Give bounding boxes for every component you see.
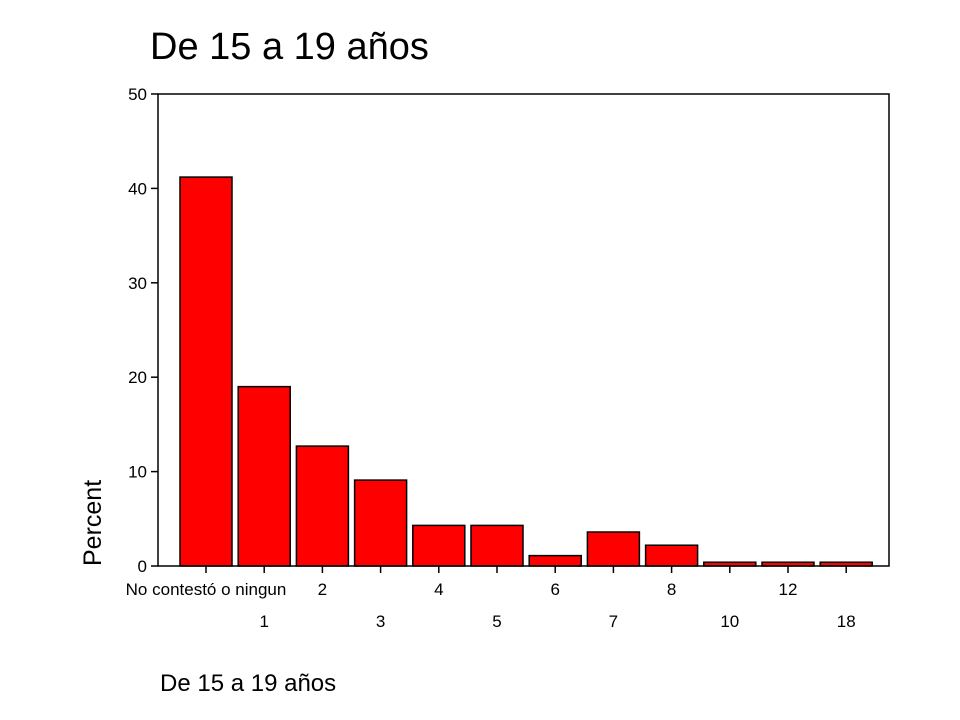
chart-title: De 15 a 19 años bbox=[150, 26, 429, 68]
bar bbox=[412, 524, 466, 567]
bar bbox=[295, 445, 350, 567]
bar bbox=[644, 544, 699, 567]
y-tick-label: 0 bbox=[138, 557, 147, 576]
bar bbox=[470, 524, 524, 567]
bar bbox=[528, 554, 582, 567]
bar bbox=[179, 176, 233, 567]
y-axis-label: Percent bbox=[79, 480, 107, 566]
x-tick-label: 12 bbox=[779, 580, 798, 599]
x-tick-label: 18 bbox=[837, 612, 856, 631]
x-tick-label: No contestó o ningun bbox=[126, 580, 287, 599]
x-tick-label: 6 bbox=[550, 580, 559, 599]
x-tick-label: 2 bbox=[318, 580, 327, 599]
x-tick-label: 7 bbox=[609, 612, 618, 631]
y-tick-label: 20 bbox=[128, 368, 147, 387]
y-tick-label: 30 bbox=[128, 274, 147, 293]
x-tick-label: 4 bbox=[434, 580, 443, 599]
bar bbox=[237, 385, 291, 567]
x-tick-label: 1 bbox=[259, 612, 268, 631]
x-tick-label: 8 bbox=[667, 580, 676, 599]
y-tick-label: 10 bbox=[128, 463, 147, 482]
x-tick-label: 5 bbox=[492, 612, 501, 631]
bar bbox=[353, 479, 408, 567]
y-tick-label: 50 bbox=[128, 85, 147, 104]
y-tick-label: 40 bbox=[128, 179, 147, 198]
plot-frame bbox=[157, 93, 890, 567]
x-tick-label: 3 bbox=[376, 612, 385, 631]
x-tick-label: 10 bbox=[720, 612, 739, 631]
x-axis-label: De 15 a 19 años bbox=[160, 670, 337, 697]
bar bbox=[586, 531, 641, 567]
